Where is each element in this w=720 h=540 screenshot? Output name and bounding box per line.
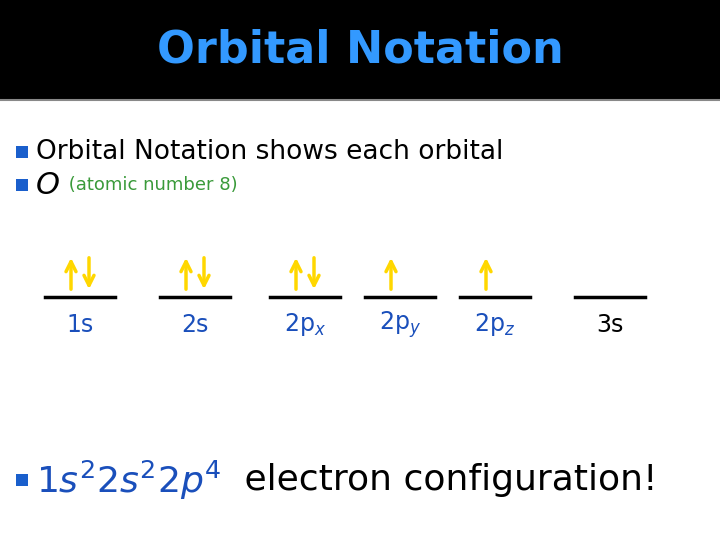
Text: 2p$_y$: 2p$_y$ — [379, 309, 421, 340]
Bar — [16, 146, 28, 158]
Text: 1s: 1s — [66, 313, 94, 337]
Text: O: O — [36, 171, 60, 199]
Text: 2p$_x$: 2p$_x$ — [284, 312, 326, 339]
Text: 2s: 2s — [181, 313, 209, 337]
Text: (atomic number 8): (atomic number 8) — [63, 176, 238, 194]
Text: $\mathit{1s}^2\mathit{2s}^2\mathit{2p}^4$: $\mathit{1s}^2\mathit{2s}^2\mathit{2p}^4… — [36, 458, 221, 502]
Text: 3s: 3s — [596, 313, 624, 337]
Text: 2p$_z$: 2p$_z$ — [474, 312, 516, 339]
Text: Orbital Notation shows each orbital: Orbital Notation shows each orbital — [36, 139, 503, 165]
Bar — [16, 474, 28, 486]
Bar — [0, 0, 720, 100]
Text: Orbital Notation: Orbital Notation — [157, 29, 563, 71]
Text: electron configuration!: electron configuration! — [233, 463, 657, 497]
Bar — [16, 179, 28, 191]
